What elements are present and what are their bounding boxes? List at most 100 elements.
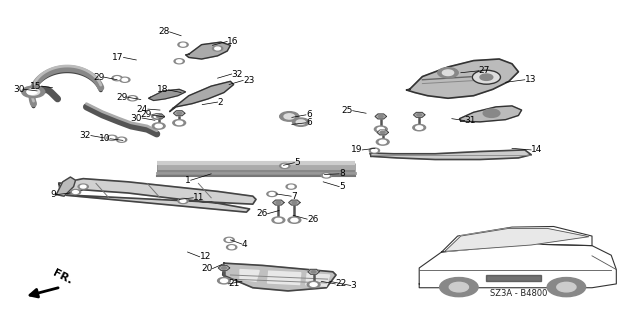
- Polygon shape: [370, 150, 531, 160]
- Circle shape: [288, 217, 301, 223]
- Circle shape: [442, 70, 454, 76]
- Text: 19: 19: [351, 145, 362, 154]
- Circle shape: [296, 120, 305, 124]
- Text: 31: 31: [465, 116, 476, 125]
- Polygon shape: [486, 275, 541, 281]
- Circle shape: [547, 278, 586, 297]
- Text: 6: 6: [306, 118, 312, 127]
- Polygon shape: [289, 200, 300, 205]
- Text: 27: 27: [479, 66, 490, 75]
- Text: 29: 29: [140, 110, 152, 119]
- Circle shape: [372, 149, 377, 152]
- Circle shape: [120, 77, 130, 82]
- Circle shape: [282, 165, 287, 167]
- Circle shape: [416, 126, 423, 130]
- Circle shape: [472, 70, 500, 84]
- Text: 6: 6: [306, 110, 312, 119]
- Polygon shape: [148, 89, 186, 100]
- Polygon shape: [442, 226, 592, 252]
- Text: 8: 8: [339, 169, 345, 178]
- Circle shape: [70, 189, 81, 195]
- Text: 29: 29: [116, 93, 128, 102]
- Circle shape: [180, 200, 186, 202]
- Circle shape: [557, 282, 576, 292]
- Circle shape: [112, 76, 122, 81]
- Polygon shape: [308, 269, 319, 274]
- Polygon shape: [306, 274, 330, 286]
- Text: 26: 26: [256, 209, 268, 218]
- Circle shape: [175, 121, 183, 125]
- Circle shape: [180, 43, 186, 46]
- Circle shape: [127, 96, 138, 101]
- Polygon shape: [240, 270, 259, 281]
- Text: 3: 3: [351, 281, 356, 290]
- Polygon shape: [268, 271, 301, 285]
- Circle shape: [27, 89, 37, 94]
- Circle shape: [449, 282, 468, 292]
- Circle shape: [78, 184, 88, 189]
- Text: 20: 20: [201, 264, 212, 273]
- Circle shape: [212, 46, 223, 51]
- Circle shape: [417, 114, 422, 116]
- Circle shape: [109, 137, 115, 139]
- Circle shape: [116, 137, 127, 142]
- Text: 30: 30: [13, 85, 24, 94]
- Circle shape: [321, 173, 332, 178]
- Text: 32: 32: [232, 70, 243, 78]
- Circle shape: [227, 239, 232, 241]
- Text: 25: 25: [341, 106, 353, 115]
- Circle shape: [276, 201, 281, 204]
- Text: 7: 7: [291, 192, 297, 201]
- Circle shape: [27, 89, 40, 95]
- Text: 5: 5: [339, 182, 345, 191]
- Circle shape: [218, 278, 230, 284]
- Polygon shape: [153, 114, 164, 119]
- Text: 5: 5: [294, 158, 300, 167]
- Circle shape: [227, 245, 237, 250]
- Circle shape: [177, 112, 182, 115]
- Circle shape: [174, 59, 184, 64]
- Text: 21: 21: [228, 279, 240, 288]
- Text: 11: 11: [193, 193, 205, 202]
- Circle shape: [272, 217, 285, 223]
- Circle shape: [267, 191, 277, 197]
- Text: 32: 32: [79, 131, 91, 140]
- Circle shape: [376, 139, 389, 145]
- Circle shape: [224, 237, 234, 242]
- Circle shape: [229, 246, 234, 249]
- Circle shape: [221, 267, 227, 269]
- Text: 26: 26: [307, 215, 319, 224]
- Circle shape: [311, 271, 316, 273]
- Polygon shape: [460, 106, 522, 122]
- Circle shape: [275, 219, 282, 222]
- Text: 18: 18: [157, 85, 168, 94]
- Circle shape: [23, 87, 41, 96]
- Circle shape: [73, 191, 78, 193]
- Circle shape: [280, 112, 299, 121]
- Text: FR.: FR.: [51, 268, 74, 286]
- Circle shape: [178, 198, 188, 204]
- Polygon shape: [413, 112, 425, 117]
- Polygon shape: [170, 81, 234, 112]
- Circle shape: [369, 148, 380, 153]
- Text: 23: 23: [243, 76, 255, 85]
- Text: 28: 28: [158, 27, 170, 36]
- Text: 2: 2: [218, 98, 223, 107]
- Circle shape: [284, 114, 294, 119]
- Circle shape: [22, 86, 45, 98]
- Circle shape: [379, 140, 386, 144]
- Text: 9: 9: [51, 190, 56, 199]
- Circle shape: [438, 68, 458, 78]
- Text: 16: 16: [227, 37, 239, 46]
- Text: 10: 10: [99, 134, 110, 143]
- Circle shape: [280, 163, 290, 168]
- Circle shape: [307, 281, 320, 288]
- Circle shape: [378, 128, 384, 131]
- Polygon shape: [59, 179, 256, 212]
- Circle shape: [178, 42, 188, 47]
- Text: 4: 4: [242, 240, 248, 249]
- Text: 13: 13: [525, 75, 536, 84]
- Circle shape: [156, 115, 161, 118]
- Polygon shape: [218, 265, 230, 271]
- Text: 30: 30: [131, 114, 142, 122]
